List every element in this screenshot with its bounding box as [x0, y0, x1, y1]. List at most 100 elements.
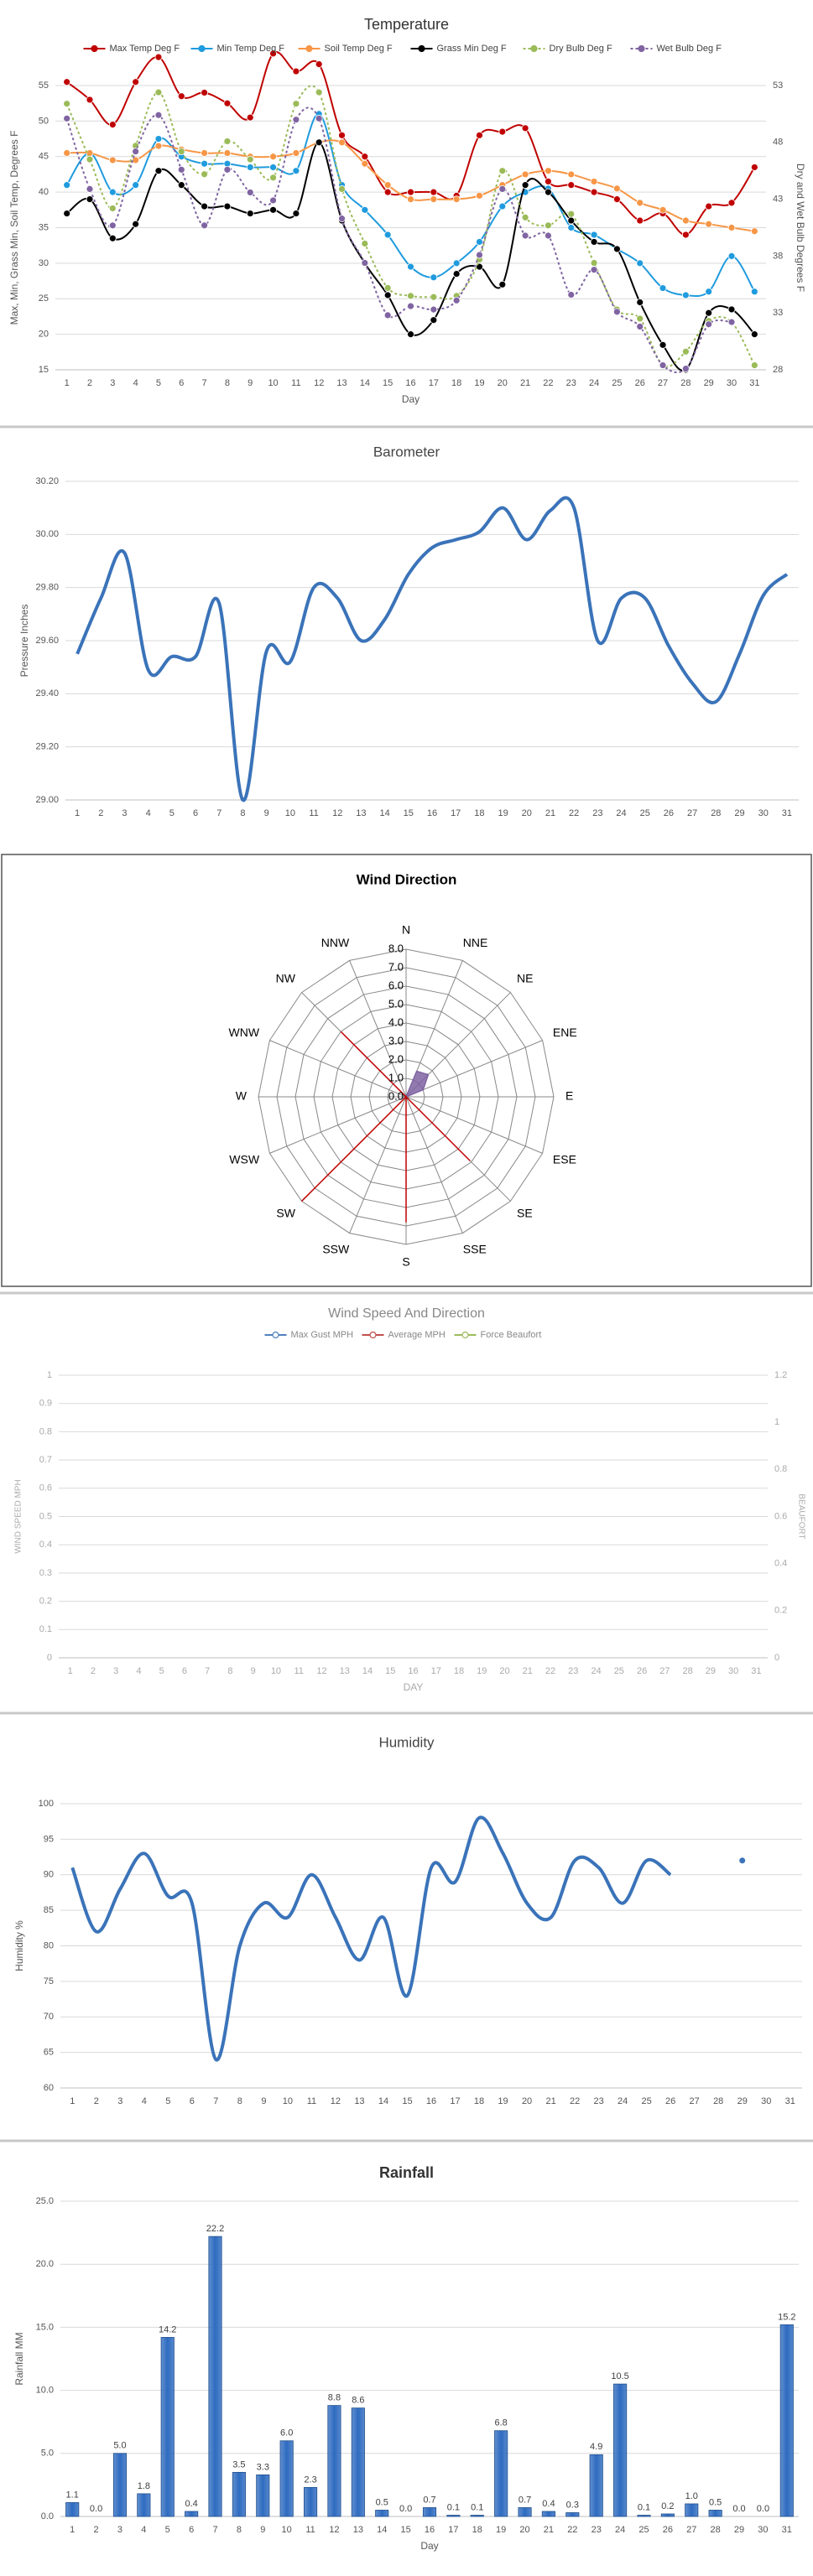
r-tick-label: 5.0 — [388, 997, 404, 1010]
y-tick-label: 15 — [39, 365, 49, 375]
x-tick-label: 16 — [426, 2096, 436, 2106]
legend-label: Dry Bulb Deg F — [550, 44, 612, 54]
data-label: 0.2 — [661, 2501, 674, 2511]
series-line — [65, 85, 756, 368]
x-tick-label: 21 — [520, 378, 530, 388]
bar — [779, 2324, 794, 2517]
x-tick-label: 10 — [268, 378, 278, 388]
data-point — [636, 314, 644, 323]
data-label: 0.7 — [423, 2495, 435, 2505]
bar — [208, 2236, 222, 2517]
legend-marker — [369, 1331, 377, 1339]
x-tick-label: 23 — [593, 2096, 603, 2106]
bar — [446, 2515, 461, 2517]
data-point — [269, 205, 277, 214]
data-point — [292, 210, 300, 217]
data-point — [383, 181, 392, 190]
data-point — [705, 320, 713, 329]
data-point — [705, 288, 713, 296]
data-point — [739, 1857, 746, 1864]
bar — [65, 2502, 80, 2517]
bar — [327, 2405, 341, 2517]
data-point — [108, 221, 117, 230]
x-tick-label: 20 — [499, 1666, 509, 1676]
x-tick-label: 24 — [591, 1666, 601, 1676]
y-tick-label: 0.3 — [39, 1568, 52, 1578]
y2-tick-label: 53 — [773, 80, 783, 91]
data-point — [292, 100, 300, 108]
x-tick-label: 21 — [545, 2096, 555, 2106]
x-tick-label: 22 — [545, 1666, 555, 1676]
x-tick-label: 22 — [570, 2096, 580, 2106]
y2-axis-title: Dry and Wet Bulb Degrees F — [795, 164, 806, 292]
x-tick-label: 17 — [431, 1666, 441, 1676]
y-tick-label: 0.1 — [39, 1624, 52, 1634]
r-tick-label: 7.0 — [388, 960, 404, 973]
y-tick-label: 1 — [47, 1370, 52, 1380]
legend-marker — [198, 44, 206, 53]
x-tick-label: 12 — [332, 808, 342, 818]
data-point — [154, 53, 163, 61]
data-point — [63, 78, 71, 86]
data-point — [269, 174, 277, 182]
y-tick-label: 65 — [44, 2048, 54, 2058]
x-tick-label: 3 — [122, 808, 127, 818]
x-tick-label: 23 — [592, 808, 602, 818]
data-point — [681, 291, 690, 299]
data-point — [154, 135, 163, 143]
data-point — [361, 205, 369, 214]
x-tick-label: 5 — [159, 1666, 164, 1676]
chart-title: Wind Direction — [357, 871, 457, 887]
x-tick-label: 30 — [758, 808, 769, 818]
x-tick-label: 22 — [567, 2525, 577, 2535]
y-tick-label: 0.7 — [39, 1455, 52, 1465]
data-point — [201, 149, 208, 157]
bar — [160, 2337, 175, 2517]
x-tick-label: 4 — [142, 2096, 147, 2106]
data-point — [269, 196, 277, 205]
x-tick-label: 9 — [260, 2525, 265, 2535]
data-point — [750, 330, 758, 339]
x-tick-label: 2 — [87, 378, 92, 388]
data-point — [246, 164, 254, 171]
x-tick-label: 14 — [362, 1666, 373, 1676]
r-tick-label: 4.0 — [388, 1015, 404, 1028]
x-tick-label: 9 — [264, 808, 269, 818]
data-point — [567, 216, 576, 225]
y-tick-label: 60 — [44, 2083, 54, 2093]
data-point — [383, 291, 392, 299]
data-label: 0.1 — [447, 2502, 460, 2512]
data-label: 0.1 — [471, 2502, 483, 2512]
x-tick-label: 13 — [356, 808, 366, 818]
x-tick-label: 11 — [291, 378, 300, 388]
data-point — [86, 96, 94, 104]
x-tick-label: 27 — [687, 808, 697, 818]
data-point — [476, 262, 483, 271]
data-point — [63, 149, 71, 157]
data-point — [383, 311, 392, 319]
data-point — [567, 170, 576, 179]
x-tick-label: 6 — [190, 2096, 195, 2106]
data-label: 6.0 — [280, 2428, 293, 2438]
bar — [708, 2510, 722, 2517]
y2-tick-label: 1 — [774, 1417, 779, 1427]
y-tick-label: 30.00 — [35, 529, 59, 539]
r-tick-label: 0.0 — [388, 1089, 404, 1102]
legend-marker — [91, 44, 98, 53]
data-point — [705, 309, 713, 317]
legend-marker — [418, 44, 425, 53]
data-point — [361, 259, 369, 267]
data-point — [727, 305, 736, 314]
data-label: 0.3 — [566, 2500, 579, 2510]
y2-tick-label: 0.6 — [774, 1511, 787, 1521]
y-tick-label: 0.6 — [39, 1483, 52, 1493]
data-point — [407, 330, 414, 339]
data-point — [86, 184, 94, 193]
x-tick-label: 15 — [402, 2096, 412, 2106]
chart-title: Wind Speed And Direction — [328, 1306, 485, 1321]
y2-tick-label: 1.2 — [774, 1370, 787, 1380]
bar — [137, 2493, 151, 2517]
x-tick-label: 27 — [686, 2525, 696, 2535]
data-point — [613, 184, 621, 193]
x-tick-label: 7 — [216, 808, 221, 818]
